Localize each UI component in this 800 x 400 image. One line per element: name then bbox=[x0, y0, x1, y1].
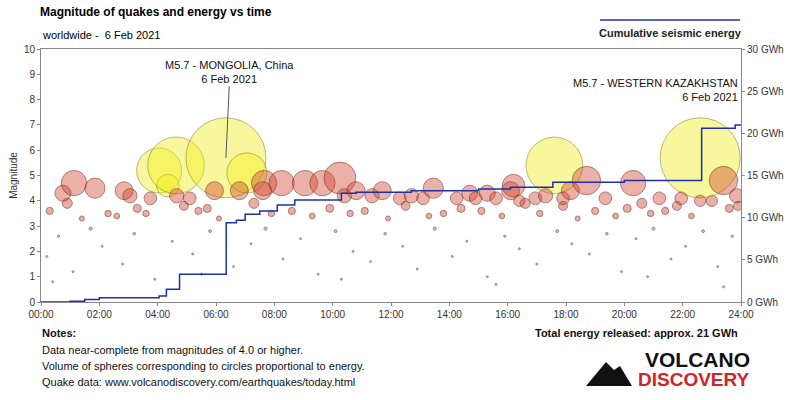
svg-text:08:00: 08:00 bbox=[262, 309, 287, 320]
svg-text:12:00: 12:00 bbox=[378, 309, 403, 320]
svg-text:9: 9 bbox=[29, 69, 35, 80]
svg-text:10: 10 bbox=[24, 44, 36, 55]
svg-text:20 GWh: 20 GWh bbox=[747, 128, 784, 139]
svg-text:10 GWh: 10 GWh bbox=[747, 212, 784, 223]
svg-text:2: 2 bbox=[29, 246, 35, 257]
svg-text:3: 3 bbox=[29, 221, 35, 232]
svg-text:4: 4 bbox=[29, 195, 35, 206]
svg-text:5: 5 bbox=[29, 170, 35, 181]
svg-text:06:00: 06:00 bbox=[203, 309, 228, 320]
svg-text:Volume of spheres correspondin: Volume of spheres corresponding to circl… bbox=[42, 360, 365, 372]
svg-text:15 GWh: 15 GWh bbox=[747, 170, 784, 181]
svg-text:Cumulative seismic energy: Cumulative seismic energy bbox=[599, 27, 742, 39]
svg-text:02:00: 02:00 bbox=[87, 309, 112, 320]
svg-text:Total energy released: approx.: Total energy released: approx. 21 GWh bbox=[535, 327, 738, 339]
svg-text:6: 6 bbox=[29, 145, 35, 156]
svg-text:20:00: 20:00 bbox=[612, 309, 637, 320]
svg-text:10:00: 10:00 bbox=[320, 309, 345, 320]
svg-text:25 GWh: 25 GWh bbox=[747, 86, 784, 97]
svg-text:5 GWh: 5 GWh bbox=[747, 254, 778, 265]
svg-text:0 GWh: 0 GWh bbox=[747, 297, 778, 308]
svg-text:7: 7 bbox=[29, 119, 35, 130]
svg-text:worldwide - 6 Feb 2021: worldwide - 6 Feb 2021 bbox=[42, 29, 160, 41]
svg-text:Magnitude of quakes and energy: Magnitude of quakes and energy vs time bbox=[40, 5, 272, 19]
svg-text:Data near-complete from magnit: Data near-complete from magnitudes of 4.… bbox=[42, 344, 303, 356]
svg-text:8: 8 bbox=[29, 94, 35, 105]
svg-text:1: 1 bbox=[29, 271, 35, 282]
svg-text:14:00: 14:00 bbox=[437, 309, 462, 320]
svg-text:Quake data: www.volcanodiscove: Quake data: www.volcanodiscovery.com/ear… bbox=[42, 376, 355, 388]
svg-text:M5.7 - WESTERN KAZAKHSTAN6 Feb: M5.7 - WESTERN KAZAKHSTAN6 Feb 2021 bbox=[573, 77, 738, 103]
svg-text:16:00: 16:00 bbox=[495, 309, 520, 320]
svg-text:30 GWh: 30 GWh bbox=[747, 44, 784, 55]
svg-text:00:00: 00:00 bbox=[28, 309, 53, 320]
svg-text:18:00: 18:00 bbox=[553, 309, 578, 320]
svg-text:DISCOVERY: DISCOVERY bbox=[638, 369, 750, 390]
svg-text:24:00: 24:00 bbox=[728, 309, 753, 320]
svg-text:0: 0 bbox=[29, 297, 35, 308]
svg-text:VOLCANO: VOLCANO bbox=[645, 348, 750, 371]
svg-text:Notes:: Notes: bbox=[42, 327, 76, 339]
svg-text:Magnitude: Magnitude bbox=[8, 152, 19, 199]
svg-text:04:00: 04:00 bbox=[145, 309, 170, 320]
svg-text:22:00: 22:00 bbox=[670, 309, 695, 320]
svg-text:M5.7 - MONGOLIA, China6 Feb 20: M5.7 - MONGOLIA, China6 Feb 2021 bbox=[165, 59, 294, 85]
